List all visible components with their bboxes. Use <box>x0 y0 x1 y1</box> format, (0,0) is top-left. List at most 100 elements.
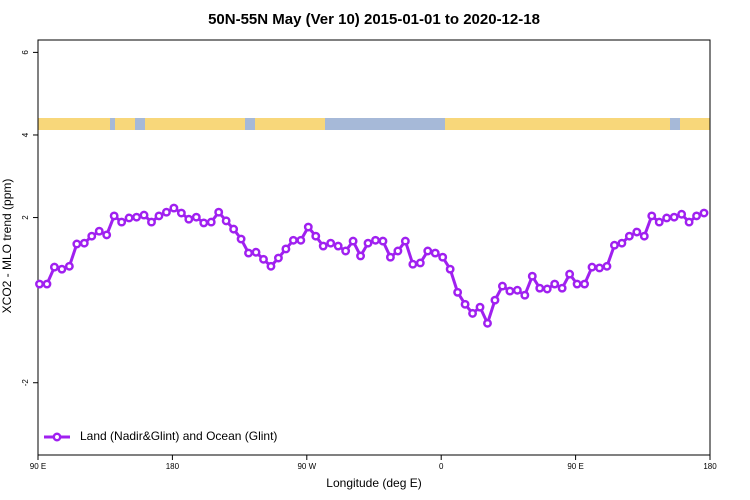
x-tick-label: 90 E <box>567 462 583 471</box>
data-point <box>326 238 336 248</box>
data-point <box>453 287 463 297</box>
data-point <box>311 231 321 241</box>
y-tick-label: 6 <box>21 50 30 55</box>
data-point <box>468 308 478 318</box>
data-point <box>139 210 149 220</box>
plot-frame <box>37 39 711 456</box>
y-tick-label: 2 <box>21 215 30 220</box>
data-point <box>64 261 74 271</box>
data-point <box>154 211 164 221</box>
data-point <box>102 230 112 240</box>
data-point <box>303 222 313 232</box>
data-point <box>161 207 171 217</box>
data-point <box>79 238 89 248</box>
data-point <box>602 261 612 271</box>
data-point <box>580 279 590 289</box>
x-tick-label: 0 <box>439 462 444 471</box>
data-point <box>609 240 619 250</box>
data-point <box>512 285 522 295</box>
data-point <box>527 271 537 281</box>
data-point <box>117 217 127 227</box>
data-point <box>438 252 448 262</box>
legend-swatch-marker <box>52 432 62 442</box>
data-point <box>587 262 597 272</box>
x-tick-label: 90 W <box>297 462 316 471</box>
chart-title: 50N-55N May (Ver 10) 2015-01-01 to 2020-… <box>208 11 540 28</box>
data-point <box>296 235 306 245</box>
data-point <box>176 208 186 218</box>
data-point <box>132 212 142 222</box>
data-point <box>363 238 373 248</box>
data-point <box>236 234 246 244</box>
data-point <box>654 217 664 227</box>
data-point <box>632 227 642 237</box>
data-point <box>624 231 634 241</box>
data-point <box>57 264 67 274</box>
data-point <box>639 231 649 241</box>
data-point <box>385 252 395 262</box>
data-point <box>505 286 515 296</box>
x-tick-label: 180 <box>166 462 180 471</box>
data-point <box>535 283 545 293</box>
data-point <box>497 281 507 291</box>
x-tick-label: 180 <box>703 462 717 471</box>
data-point <box>281 244 291 254</box>
data-point <box>557 283 567 293</box>
x-axis-label: Longitude (deg E) <box>326 476 421 490</box>
data-point <box>393 246 403 256</box>
data-point <box>595 263 604 273</box>
data-point <box>371 235 380 245</box>
data-point <box>42 279 52 289</box>
data-point <box>669 212 679 222</box>
data-point <box>520 290 530 300</box>
data-point <box>565 269 575 279</box>
surface-strip <box>38 118 710 130</box>
data-point <box>199 218 209 228</box>
data-point <box>206 217 216 227</box>
data-point <box>677 209 687 219</box>
data-point <box>259 254 268 264</box>
data-point <box>251 247 261 257</box>
data-point <box>356 251 366 261</box>
data-point <box>692 211 702 221</box>
data-point <box>408 259 418 269</box>
data-point <box>191 212 201 222</box>
data-point <box>542 284 552 294</box>
data-point <box>244 248 254 258</box>
data-point <box>229 224 239 234</box>
data-point <box>572 279 582 289</box>
y-tick-label: -2 <box>21 379 30 387</box>
data-point <box>333 241 343 251</box>
data-point <box>184 214 194 224</box>
data-point <box>94 226 104 236</box>
data-point <box>415 258 425 268</box>
data-point <box>35 279 44 289</box>
legend-label: Land (Nadir&Glint) and Ocean (Glint) <box>80 429 277 443</box>
data-point <box>87 231 97 241</box>
x-tick-label: 90 E <box>30 462 46 471</box>
data-point <box>288 235 298 245</box>
data-point <box>617 238 627 248</box>
data-point <box>430 248 440 258</box>
data-point <box>147 217 156 227</box>
data-point <box>490 295 500 305</box>
y-axis-label: XCO2 - MLO trend (ppm) <box>0 179 14 314</box>
data-point <box>341 246 351 256</box>
data-point <box>483 318 492 328</box>
data-point <box>348 236 358 246</box>
data-point <box>266 261 276 271</box>
data-point <box>550 279 560 289</box>
data-point <box>684 217 694 227</box>
data-point <box>109 211 119 221</box>
data-point <box>169 203 179 213</box>
data-point <box>72 239 82 249</box>
data-point <box>124 213 134 223</box>
data-point <box>460 299 470 309</box>
data-point <box>423 246 433 256</box>
data-point <box>221 216 231 226</box>
data-point <box>214 207 224 217</box>
data-point <box>318 241 328 251</box>
data-point <box>49 262 59 272</box>
data-point <box>662 213 672 223</box>
